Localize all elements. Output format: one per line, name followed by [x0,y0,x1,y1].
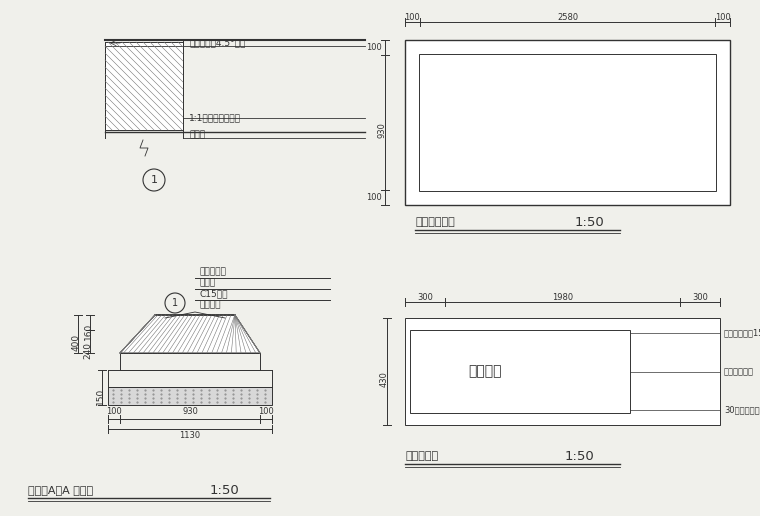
Text: 100: 100 [106,408,122,416]
Text: 430: 430 [379,372,388,388]
Bar [405,318,720,425]
Bar [108,387,272,405]
Text: 160: 160 [84,322,93,340]
Bar [410,330,630,413]
Text: 标志牌A－A 剖面图: 标志牌A－A 剖面图 [28,485,93,495]
Text: 400: 400 [71,334,81,351]
Text: C15垫层: C15垫层 [200,289,229,298]
Text: 100: 100 [366,42,382,52]
Text: 明景公寓: 明景公寓 [468,364,502,379]
Polygon shape [120,315,260,353]
Text: 磅砌筑: 磅砌筑 [200,279,216,287]
Bar [405,40,730,205]
Text: 930: 930 [182,408,198,416]
Bar [105,42,183,130]
Text: 150: 150 [96,388,104,405]
Text: 镀金刻槽，深15宽20: 镀金刻槽，深15宽20 [724,329,760,337]
Text: 素土夯实: 素土夯实 [200,300,221,310]
Text: 1:50: 1:50 [565,449,595,462]
Text: 英国格饰面: 英国格饰面 [200,267,227,277]
Text: 100: 100 [715,12,731,22]
Text: 1:50: 1:50 [575,216,605,229]
Text: 300: 300 [417,293,433,301]
Text: 题字刻槽镀金: 题字刻槽镀金 [724,367,754,376]
Text: 240: 240 [84,342,93,359]
Text: 1130: 1130 [179,431,201,441]
Text: 英国格饰面4.5°倒角: 英国格饰面4.5°倒角 [189,39,245,47]
Text: 1: 1 [172,298,178,308]
Text: 930: 930 [378,122,387,138]
Text: 磅砌筑: 磅砌筑 [189,131,205,139]
Bar [419,54,716,191]
Text: 2580: 2580 [557,12,578,22]
Text: 1: 1 [150,175,157,185]
Text: 刻字平面图: 刻字平面图 [405,451,438,461]
Text: 300: 300 [692,293,708,301]
Text: 1:1水泥沙浆结合层: 1:1水泥沙浆结合层 [189,114,241,122]
Text: 1980: 1980 [552,293,573,301]
Text: 100: 100 [258,408,274,416]
Text: 100: 100 [404,12,420,22]
Text: 标志牌平面图: 标志牌平面图 [415,217,454,227]
Text: 100: 100 [366,194,382,202]
Text: 1:50: 1:50 [210,483,239,496]
Text: 30厚英国砾贴面: 30厚英国砾贴面 [724,406,760,414]
